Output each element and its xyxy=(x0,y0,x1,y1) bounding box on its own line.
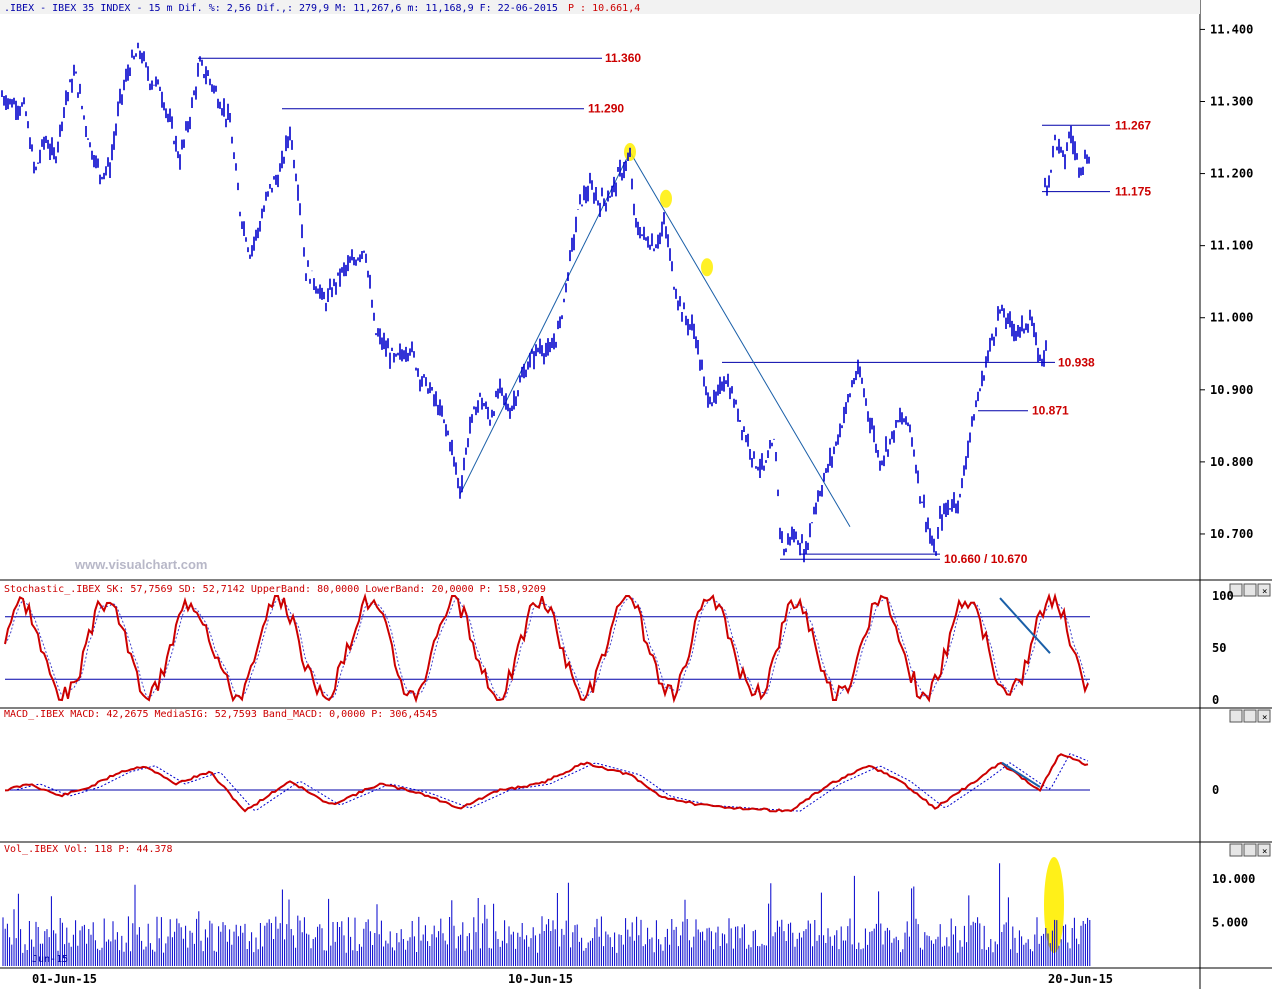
price-panel xyxy=(0,0,1200,580)
stoch-sd-line xyxy=(4,596,1089,701)
price-level-label: 11.290 xyxy=(588,102,624,116)
y-tick-label: 11.200 xyxy=(1210,167,1253,181)
close-icon: × xyxy=(1262,847,1267,857)
x-tick-label: 10-Jun-15 xyxy=(508,972,573,986)
trendline xyxy=(629,151,851,528)
y-tick-label: 11.100 xyxy=(1210,239,1253,253)
price-bars-cluster xyxy=(1044,125,1090,196)
minimize-button[interactable] xyxy=(1229,709,1243,723)
highlight-marker xyxy=(701,258,713,277)
macd-signal-line xyxy=(5,753,1089,812)
close-button[interactable] xyxy=(1257,843,1271,857)
vol-panel-buttons: × xyxy=(1229,843,1271,857)
macd-panel-buttons: × xyxy=(1229,709,1271,723)
macd-line xyxy=(4,753,1089,813)
stoch-divergence-line xyxy=(999,597,1051,654)
chart-header-last: P : 10.661,4 xyxy=(568,3,640,14)
price-level-label: 11.360 xyxy=(605,51,641,65)
price-level-label: 11.267 xyxy=(1115,118,1151,132)
stoch-panel-buttons: × xyxy=(1229,583,1271,597)
close-icon: × xyxy=(1262,713,1267,723)
x-inner-label: Jun-15 xyxy=(32,954,68,965)
close-icon: × xyxy=(1262,587,1267,597)
chart-header: .IBEX - IBEX 35 INDEX - 15 m Dif. %: 2,5… xyxy=(4,3,558,14)
macd-divergence-line xyxy=(1001,761,1041,788)
volume-bars xyxy=(2,863,1091,966)
header-bar xyxy=(0,0,1200,14)
y-tick-label: 11.300 xyxy=(1210,94,1253,108)
vol-header: Vol_.IBEX Vol: 118 P: 44.378 xyxy=(4,844,173,855)
y-tick-label: 10.800 xyxy=(1210,455,1253,469)
highlight-marker xyxy=(660,189,672,208)
price-level-label: 10.938 xyxy=(1058,355,1095,369)
y-tick-label: 0 xyxy=(1212,783,1219,797)
price-level-label: 11.175 xyxy=(1115,185,1151,199)
price-level-label: 10.660 / 10.670 xyxy=(944,552,1028,566)
watermark: www.visualchart.com xyxy=(74,557,207,572)
y-tick-label: 11.400 xyxy=(1210,22,1253,36)
stoch-header: Stochastic_.IBEX SK: 57,7569 SD: 52,7142… xyxy=(4,584,546,595)
y-tick-label: 11.000 xyxy=(1210,311,1253,325)
maximize-button[interactable] xyxy=(1243,843,1257,857)
y-tick-label: 10.700 xyxy=(1210,527,1253,541)
macd-header: MACD_.IBEX MACD: 42,2675 MediaSIG: 52,75… xyxy=(4,709,437,720)
y-tick-label: 0 xyxy=(1212,693,1219,707)
stoch-sk-line xyxy=(4,592,1089,704)
y-tick-label: 5.000 xyxy=(1212,915,1248,929)
minimize-button[interactable] xyxy=(1229,583,1243,597)
minimize-button[interactable] xyxy=(1229,843,1243,857)
y-tick-label: 50 xyxy=(1212,641,1226,655)
x-tick-label: 01-Jun-15 xyxy=(32,972,97,986)
trendline xyxy=(459,151,631,495)
y-tick-label: 10.900 xyxy=(1210,383,1253,397)
volume-highlight xyxy=(1044,857,1064,953)
price-bars xyxy=(1,42,1047,563)
maximize-button[interactable] xyxy=(1243,709,1257,723)
price-level-label: 10.871 xyxy=(1032,404,1069,418)
y-tick-label: 10.000 xyxy=(1212,872,1255,886)
y-tick-label: 100 xyxy=(1212,589,1234,603)
x-tick-label: 20-Jun-15 xyxy=(1048,972,1113,986)
close-button[interactable] xyxy=(1257,709,1271,723)
maximize-button[interactable] xyxy=(1243,583,1257,597)
close-button[interactable] xyxy=(1257,583,1271,597)
